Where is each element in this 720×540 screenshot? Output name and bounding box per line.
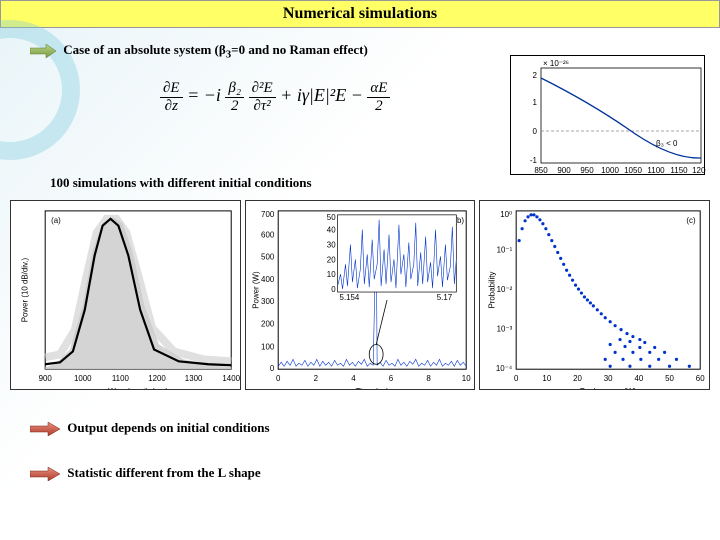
svg-text:2: 2	[533, 71, 538, 80]
svg-text:Peak power (W): Peak power (W)	[580, 387, 637, 389]
svg-text:10⁻⁴: 10⁻⁴	[496, 364, 512, 373]
svg-text:10: 10	[461, 374, 470, 383]
svg-text:Probability: Probability	[488, 272, 497, 309]
svg-text:600: 600	[261, 231, 275, 240]
slide-title: Numerical simulations	[0, 0, 720, 28]
svg-text:50: 50	[665, 374, 674, 383]
svg-text:0: 0	[270, 364, 275, 373]
svg-text:300: 300	[261, 297, 275, 306]
svg-text:1200: 1200	[692, 166, 706, 175]
chart-time: (b) 0100200300400500600700 0246810 Time …	[245, 200, 476, 390]
chart-probability: (c) 10⁻⁴ 10⁻³ 10⁻² 10⁻¹ 10⁰ 0 10 20 30 40 50 60 Pe…	[479, 200, 710, 390]
bullet-case: Case of an absolute system (β3=0 and no …	[30, 42, 368, 61]
svg-text:8: 8	[426, 374, 431, 383]
bullet-output: Output depends on initial conditions	[30, 420, 270, 436]
svg-text:1: 1	[533, 98, 538, 107]
svg-text:0: 0	[514, 374, 519, 383]
svg-text:950: 950	[580, 166, 594, 175]
svg-text:1000: 1000	[74, 374, 92, 383]
svg-text:1050: 1050	[624, 166, 642, 175]
svg-text:1100: 1100	[647, 166, 665, 175]
svg-text:Power (W): Power (W)	[251, 271, 260, 309]
svg-text:0: 0	[276, 374, 281, 383]
svg-text:0: 0	[533, 127, 538, 136]
svg-text:(a): (a)	[51, 216, 61, 225]
svg-text:850: 850	[534, 166, 548, 175]
svg-text:4: 4	[351, 374, 356, 383]
svg-text:1100: 1100	[112, 374, 130, 383]
svg-text:40: 40	[326, 226, 335, 235]
svg-text:10⁻³: 10⁻³	[497, 325, 513, 334]
svg-text:50: 50	[326, 213, 335, 222]
equation-nlse: ∂E∂z = −i β₂2 ∂²E∂τ² + iγ|E|²E − αE2	[160, 80, 390, 114]
svg-text:1000: 1000	[601, 166, 619, 175]
svg-text:10⁰: 10⁰	[501, 210, 513, 219]
svg-text:900: 900	[557, 166, 571, 175]
svg-text:500: 500	[261, 252, 275, 261]
svg-text:60: 60	[696, 374, 705, 383]
svg-text:10: 10	[326, 270, 335, 279]
arrow-icon	[30, 422, 60, 436]
arrow-icon	[30, 44, 56, 58]
arrow-icon	[30, 467, 60, 481]
svg-text:-1: -1	[530, 156, 538, 165]
bullet-simulations: 100 simulations with different initial c…	[50, 175, 312, 191]
svg-text:(c): (c)	[687, 216, 697, 225]
svg-text:Power (10 dB/div.): Power (10 dB/div.)	[20, 257, 29, 322]
svg-text:β₃ < 0: β₃ < 0	[656, 139, 678, 148]
bullet-statistic: Statistic different from the L shape	[30, 465, 261, 481]
svg-text:100: 100	[261, 342, 275, 351]
svg-text:× 10⁻²⁶: × 10⁻²⁶	[543, 59, 569, 68]
svg-text:10: 10	[543, 374, 552, 383]
svg-text:20: 20	[326, 255, 335, 264]
svg-text:700: 700	[261, 210, 275, 219]
bullet-text: Case of an absolute system (β	[63, 42, 225, 57]
svg-text:40: 40	[635, 374, 644, 383]
svg-text:200: 200	[261, 320, 275, 329]
chart-spectrum: (a) 900 1000 1100 1200 1300 1400 Wavelength (…	[10, 200, 241, 390]
svg-text:2: 2	[313, 374, 317, 383]
svg-text:1300: 1300	[185, 374, 203, 383]
bullet-text: Statistic different from the L shape	[67, 465, 260, 480]
svg-text:10⁻¹: 10⁻¹	[497, 245, 513, 254]
svg-text:0: 0	[331, 285, 336, 294]
svg-text:30: 30	[326, 241, 335, 250]
svg-text:400: 400	[261, 275, 275, 284]
svg-text:Time (ns): Time (ns)	[355, 387, 388, 389]
svg-text:10⁻²: 10⁻²	[497, 285, 513, 294]
svg-text:30: 30	[604, 374, 613, 383]
chart-dispersion-inset: × 10⁻²⁶ -1 0 1 2 850 900 950 1000 1050 1100 1150 1…	[510, 55, 705, 175]
charts-row: (a) 90010001100120013001400 Wavelength (…	[10, 200, 710, 390]
svg-text:Wavelength (nm): Wavelength (nm)	[108, 387, 168, 389]
svg-text:900: 900	[39, 374, 53, 383]
svg-text:20: 20	[573, 374, 582, 383]
svg-text:1200: 1200	[148, 374, 166, 383]
svg-text:5.17: 5.17	[436, 293, 451, 302]
bullet-text: Output depends on initial conditions	[67, 420, 269, 435]
svg-text:1150: 1150	[670, 166, 688, 175]
svg-text:1400: 1400	[222, 374, 239, 383]
svg-text:6: 6	[388, 374, 393, 383]
svg-text:5.154: 5.154	[339, 293, 359, 302]
